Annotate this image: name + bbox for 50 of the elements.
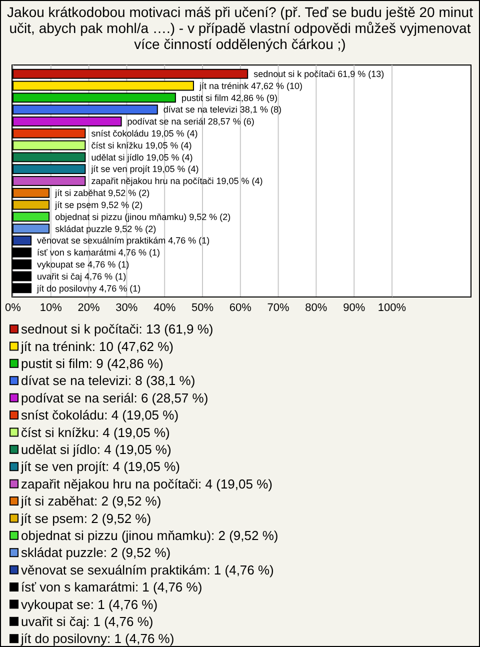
data-label: číst si knížku 19,05 % (4) <box>91 140 192 150</box>
text: uvařit si čaj: 1 (4,76 %) <box>21 614 154 629</box>
data-label: jít si zaběhat 9,52 % (2) <box>54 188 150 198</box>
data-label: dívat se na televizi 38,1 % (8) <box>163 104 282 115</box>
x-tick-label: 0% <box>5 302 22 314</box>
text: pustit si film: 9 (42,86 %) <box>21 356 164 371</box>
text: podívat se na seriál: 6 (28,57 %) <box>21 390 208 406</box>
text: jít se psem: 2 (9,52 %) <box>20 510 152 526</box>
data-label: sníst čokoládu 19,05 % (4) <box>91 128 198 139</box>
data-label: objednat si pizzu (jinou mňamku) 9,52 % (2) <box>55 212 231 222</box>
text: dívat se na televizi: 8 (38,1 %) <box>21 373 196 388</box>
text: objednat si pizzu (jinou mňamku): 2 (9,52 %) <box>21 528 278 543</box>
x-tick-label: 100% <box>378 302 406 314</box>
data-label: pustit si film 42,86 % (9) <box>181 92 278 103</box>
data-label: ísť von s kamarátmi 4,76 % (1) <box>37 248 160 258</box>
x-tick-label: 30% <box>116 302 138 314</box>
text: jít na trénink: 10 (47,62 %) <box>20 338 174 354</box>
chart-title: Jakou krátkodobou motivaci máš při učení? (př. Teď se budu ještě 20 minut učit, abych pak mohl/a ….) - v případě vlastní odpovědi můžeš vyjmenovat více činností oddělených čárkou ;) <box>7 4 473 52</box>
text: vykoupat se: 1 (4,76 %) <box>21 596 158 612</box>
text: jít do posilovny: 1 (4,76 %) <box>20 631 174 646</box>
x-tick-label: 10% <box>40 302 62 314</box>
data-label: podívat se na seriál 28,57 % (6) <box>127 116 254 127</box>
data-label: jít na trénink 47,62 % (10) <box>198 80 303 91</box>
x-tick-label: 50% <box>191 302 214 314</box>
data-label: uvařit si čaj 4,76 % (1) <box>37 271 126 282</box>
x-tick-label: 80% <box>305 302 328 314</box>
data-label: věnovat se sexuálním praktikám 4,76 % (1) <box>37 236 210 246</box>
data-label: vykoupat se 4,76 % (1) <box>37 259 130 270</box>
data-label: sednout si k počítači 61,9 % (13) <box>254 68 384 79</box>
data-label: jít se ven projít 19,05 % (4) <box>90 164 199 174</box>
data-label: jít se psem 9,52 % (2) <box>54 200 143 210</box>
text: jít se ven projít: 4 (19,05 %) <box>20 459 180 474</box>
text: sednout si k počítači: 13 (61,9 %) <box>21 322 214 337</box>
x-tick-label: 20% <box>78 302 100 314</box>
text: sníst čokoládu: 4 (19,05 %) <box>21 408 179 423</box>
text: skládat puzzle: 2 (9,52 %) <box>21 545 171 560</box>
text: udělat si jídlo: 4 (19,05 %) <box>21 442 172 457</box>
text: jít si zaběhat: 2 (9,52 %) <box>20 494 162 509</box>
text: číst si knížku: 4 (19,05 %) <box>21 424 170 440</box>
text: věnovat se sexuálním praktikám: 1 (4,76 %) <box>21 562 274 578</box>
data-label: udělat si jídlo 19,05 % (4) <box>91 152 193 162</box>
data-label: zapařit nějakou hru na počítači 19,05 % (4) <box>91 176 263 186</box>
x-tick-label: 90% <box>343 302 366 314</box>
x-tick-label: 40% <box>154 302 176 314</box>
x-tick-label: 70% <box>267 302 290 314</box>
text: zapařit nějakou hru na počítači: 4 (19,05 %) <box>21 476 272 492</box>
text: ísť von s kamarátmi: 1 (4,76 %) <box>21 580 202 595</box>
data-label: jít do posilovny 4,76 % (1) <box>36 283 141 294</box>
x-tick-label: 60% <box>229 302 252 314</box>
data-label: skládat puzzle 9,52 % (2) <box>55 224 156 234</box>
